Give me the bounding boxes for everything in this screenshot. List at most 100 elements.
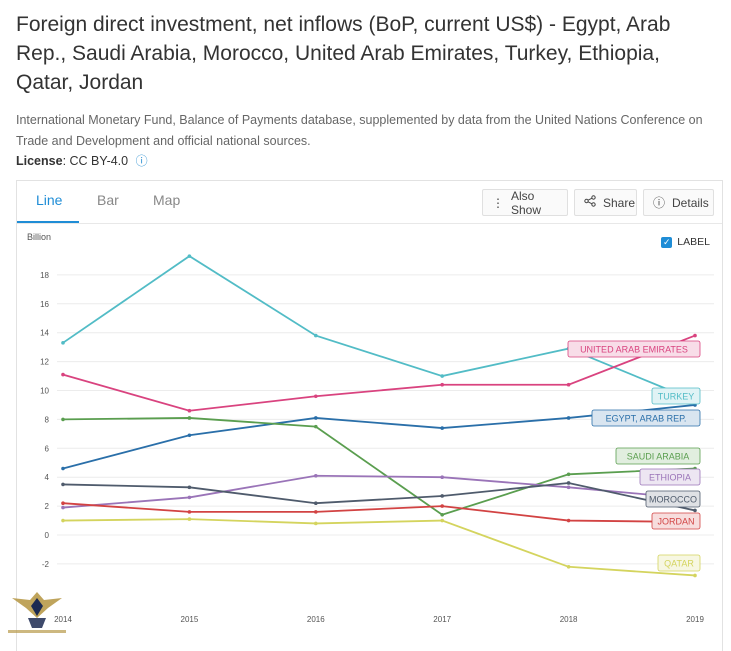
tab-map[interactable]: Map	[153, 192, 181, 208]
series-label-text: EGYPT, ARAB REP.	[606, 414, 687, 424]
x-tick-label: 2018	[560, 615, 578, 624]
data-point[interactable]	[187, 433, 192, 438]
series-label-box	[657, 554, 701, 572]
y-axis-unit: Billion	[27, 232, 52, 242]
series-line[interactable]	[62, 482, 696, 512]
tab-line[interactable]: Line	[36, 192, 63, 208]
x-tick-label: 2015	[181, 615, 199, 624]
watermark-logo	[8, 592, 66, 633]
chart-panel: Line Bar Map ⋮ Also Show Share ⓘ Details…	[16, 180, 723, 651]
series-label: MOROCCO	[645, 490, 701, 508]
y-tick-label: 4	[45, 473, 50, 482]
y-tick-label: 0	[45, 531, 50, 540]
y-tick-label: 12	[40, 358, 49, 367]
series-line[interactable]	[62, 334, 696, 412]
series-label-text: QATAR	[664, 559, 694, 569]
share-icon	[584, 195, 596, 210]
series-label-box	[639, 468, 701, 486]
label-toggle[interactable]: ✓ LABEL	[661, 236, 710, 248]
series-label: TURKEY	[651, 387, 701, 405]
data-point[interactable]	[566, 416, 571, 420]
data-point[interactable]	[61, 482, 65, 487]
series-label: EGYPT, ARAB REP.	[591, 409, 701, 427]
series-label-box	[645, 490, 701, 508]
data-point[interactable]	[440, 494, 445, 498]
also-show-button[interactable]: ⋮ Also Show	[482, 188, 568, 217]
series-label-text: TURKEY	[658, 392, 695, 402]
series-label-text: SAUDI ARABIA	[627, 452, 690, 462]
data-point[interactable]	[314, 394, 318, 399]
data-point[interactable]	[187, 517, 192, 521]
data-point[interactable]	[61, 505, 65, 510]
series-label-box	[615, 447, 701, 465]
checkbox-checked-icon[interactable]: ✓	[661, 236, 673, 248]
data-point[interactable]	[314, 416, 318, 420]
y-tick-label: 6	[45, 444, 50, 453]
data-point[interactable]	[314, 473, 318, 478]
y-tick-label: 2	[45, 502, 50, 511]
info-circle-icon: ⓘ	[653, 196, 666, 210]
data-point[interactable]	[61, 417, 65, 422]
data-point[interactable]	[314, 333, 318, 338]
series-line[interactable]	[62, 502, 696, 523]
data-point[interactable]	[61, 341, 65, 345]
data-point[interactable]	[314, 501, 318, 506]
data-point[interactable]	[440, 382, 445, 387]
details-button[interactable]: ⓘ Details	[643, 189, 714, 216]
source-note: International Monetary Fund, Balance of …	[16, 113, 703, 148]
active-tab-indicator	[17, 221, 79, 223]
data-point[interactable]	[566, 472, 571, 477]
data-point[interactable]	[314, 521, 318, 526]
data-point[interactable]	[440, 374, 445, 378]
series-label: QATAR	[657, 554, 701, 572]
also-show-label: Also Show	[511, 188, 542, 217]
data-point[interactable]	[187, 485, 192, 490]
y-tick-label: 10	[40, 387, 49, 396]
x-tick-label: 2014	[54, 615, 72, 624]
data-point[interactable]	[187, 495, 192, 500]
data-point[interactable]	[187, 254, 192, 258]
series-label-text: MOROCCO	[649, 495, 697, 505]
series-line[interactable]	[62, 417, 696, 516]
data-point[interactable]	[314, 510, 318, 514]
license-value: : CC BY-4.0	[62, 154, 129, 168]
data-point[interactable]	[61, 466, 65, 471]
label-toggle-text: LABEL	[677, 236, 710, 248]
x-tick-label: 2016	[307, 615, 325, 624]
series-line[interactable]	[62, 518, 696, 577]
data-point[interactable]	[440, 426, 445, 430]
data-point[interactable]	[693, 508, 697, 513]
data-point[interactable]	[566, 382, 571, 387]
tab-bar[interactable]: Bar	[97, 192, 119, 208]
tabs-divider	[17, 223, 722, 224]
data-point[interactable]	[566, 481, 571, 485]
data-point[interactable]	[61, 372, 65, 377]
share-button[interactable]: Share	[574, 189, 637, 216]
series-label: JORDAN	[651, 512, 701, 530]
more-vertical-icon: ⋮	[492, 195, 504, 210]
series-line[interactable]	[62, 404, 696, 470]
data-point[interactable]	[61, 501, 65, 506]
data-point[interactable]	[566, 485, 571, 490]
data-point[interactable]	[187, 416, 192, 420]
data-point[interactable]	[566, 564, 571, 569]
data-point[interactable]	[440, 518, 445, 523]
data-point[interactable]	[693, 333, 697, 338]
data-point[interactable]	[440, 512, 445, 517]
data-point[interactable]	[566, 518, 571, 523]
data-point[interactable]	[693, 573, 697, 578]
data-point[interactable]	[187, 510, 192, 514]
data-point[interactable]	[61, 518, 65, 523]
x-tick-label: 2019	[686, 615, 704, 624]
y-tick-label: 8	[45, 415, 50, 424]
series-line[interactable]	[62, 255, 696, 402]
series-line[interactable]	[62, 474, 696, 509]
data-point[interactable]	[314, 424, 318, 429]
data-point[interactable]	[440, 504, 445, 508]
info-icon[interactable]: ⓘ	[135, 154, 148, 168]
page-title: Foreign direct investment, net inflows (…	[16, 13, 671, 94]
data-point[interactable]	[440, 475, 445, 480]
data-point[interactable]	[187, 408, 192, 413]
line-chart: -2 0 2 4 6 8 10 12 14 16 18 2014 2015 2016 2017 2018 201…	[40, 254, 714, 624]
y-tick-label: -2	[42, 560, 50, 569]
